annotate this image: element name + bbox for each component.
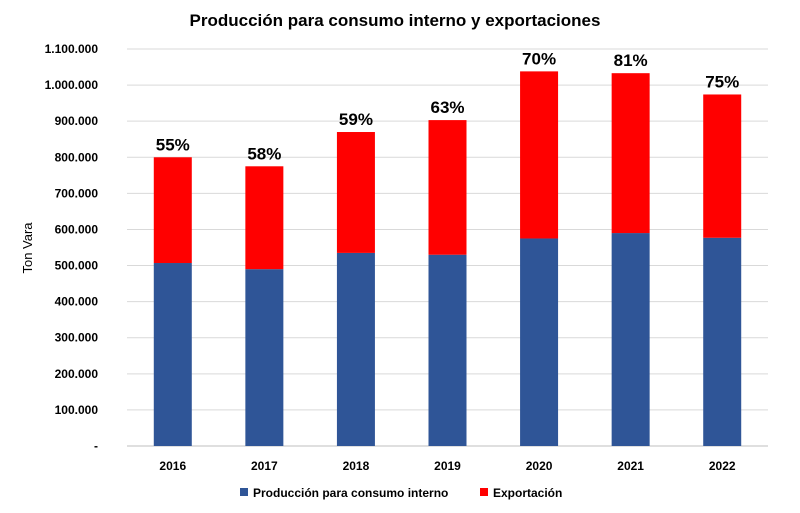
y-tick-label: 1.000.000: [45, 78, 99, 92]
percentage-label: 75%: [705, 72, 739, 91]
bars: [153, 71, 742, 446]
y-tick-label: 300.000: [55, 331, 99, 345]
percentage-label: 70%: [522, 49, 556, 68]
y-tick-label: 100.000: [55, 403, 99, 417]
x-tick-label: 2018: [343, 459, 370, 473]
y-tick-label: -: [94, 439, 98, 453]
percentage-label: 55%: [156, 135, 190, 154]
y-tick-label: 800.000: [55, 150, 99, 164]
x-tick-label: 2019: [434, 459, 461, 473]
bar-consumo-interno: [336, 252, 375, 446]
bar-exportacion: [520, 71, 559, 239]
legend-swatch-consumo: [240, 488, 248, 496]
x-axis-ticks: 2016 2017 2018 2019 2020 2021 2022: [159, 459, 735, 473]
y-tick-label: 600.000: [55, 222, 99, 236]
bar-exportacion: [153, 157, 192, 264]
legend-label-exportacion: Exportación: [493, 486, 562, 500]
y-tick-label: 700.000: [55, 186, 99, 200]
percentage-label: 58%: [247, 144, 281, 163]
y-tick-label: 200.000: [55, 367, 99, 381]
bar-consumo-interno: [428, 254, 467, 446]
percentage-label: 59%: [339, 110, 373, 129]
legend: Producción para consumo interno Exportac…: [240, 486, 562, 500]
bar-consumo-interno: [611, 233, 650, 446]
bar-exportacion: [245, 166, 284, 270]
percentage-label: 63%: [430, 98, 464, 117]
bar-consumo-interno: [703, 237, 742, 446]
x-tick-label: 2020: [526, 459, 553, 473]
y-tick-label: 900.000: [55, 114, 99, 128]
y-tick-label: 400.000: [55, 295, 99, 309]
bar-exportacion: [336, 132, 375, 253]
legend-swatch-exportacion: [480, 488, 488, 496]
bar-annotations: 55% 58% 59% 63% 70% 81% 75%: [156, 49, 739, 163]
legend-label-consumo: Producción para consumo interno: [253, 486, 448, 500]
y-tick-label: 1.100.000: [45, 42, 99, 56]
y-tick-label: 500.000: [55, 259, 99, 273]
bar-exportacion: [703, 94, 742, 238]
x-tick-label: 2017: [251, 459, 278, 473]
percentage-label: 81%: [614, 51, 648, 70]
x-tick-label: 2022: [709, 459, 736, 473]
y-axis-label: Ton Vara: [20, 222, 35, 274]
bar-consumo-interno: [245, 269, 284, 446]
x-tick-label: 2016: [159, 459, 186, 473]
bar-exportacion: [611, 73, 650, 234]
bar-consumo-interno: [520, 238, 559, 446]
x-tick-label: 2021: [617, 459, 644, 473]
y-axis-ticks: - 100.000 200.000 300.000 400.000 500.000 600.…: [45, 42, 99, 453]
bar-consumo-interno: [153, 263, 192, 446]
chart-title: Producción para consumo interno y export…: [190, 11, 601, 30]
bar-exportacion: [428, 120, 467, 255]
